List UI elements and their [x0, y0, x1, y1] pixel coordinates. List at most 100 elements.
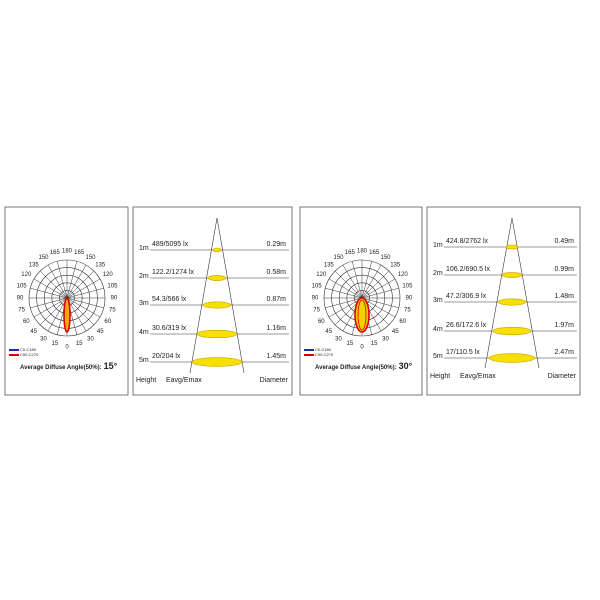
- beam-spot: [202, 301, 232, 309]
- height-label: 1m: [433, 242, 443, 249]
- angle-label: 180: [62, 249, 73, 255]
- light-lobe-inner: [357, 299, 367, 331]
- angle-label: 150: [380, 255, 391, 261]
- angle-label: 90: [312, 296, 319, 302]
- angle-label: 15: [346, 341, 353, 347]
- illuminance: 424.8/2762 lx: [446, 238, 489, 245]
- illuminance: 106.2/690.5 lx: [446, 266, 490, 273]
- legend-label: C90-C270: [315, 352, 334, 357]
- caption-text: Average Diffuse Angle(50%):: [20, 365, 102, 371]
- header: Eavg/Emax: [460, 373, 496, 380]
- illuminance: 20/204 lx: [152, 353, 181, 360]
- illuminance: 17/110.5 lx: [446, 349, 480, 356]
- angle-label: 135: [390, 262, 401, 268]
- diameter: 0.58m: [267, 269, 287, 276]
- angle-label: 30: [87, 336, 94, 342]
- illuminance: 30.6/319 lx: [152, 325, 187, 332]
- caption-angle: 15°: [104, 361, 118, 371]
- angle-label: 15: [76, 341, 83, 347]
- diameter: 1.48m: [555, 293, 575, 300]
- angle-label: 135: [29, 262, 40, 268]
- angle-label: 165: [50, 250, 61, 256]
- illuminance: 489/5095 lx: [152, 241, 189, 248]
- angle-label: 75: [404, 308, 411, 314]
- angle-label: 45: [392, 329, 399, 335]
- angle-label: 90: [111, 296, 118, 302]
- header: Height: [136, 377, 156, 384]
- angle-label: 30: [335, 336, 342, 342]
- light-lobe: [354, 297, 370, 333]
- cone-edge: [484, 217, 513, 369]
- diameter: 0.99m: [555, 266, 575, 273]
- angle-label: 90: [406, 296, 413, 302]
- diameter: 0.49m: [555, 238, 575, 245]
- angle-label: 30: [40, 336, 47, 342]
- caption-text: Average Diffuse Angle(50%):: [315, 365, 397, 371]
- illuminance: 26.6/172.6 lx: [446, 322, 487, 329]
- cone-edge: [189, 217, 218, 374]
- angle-label: 120: [398, 272, 409, 278]
- angle-label: 60: [23, 319, 30, 325]
- caption: Average Diffuse Angle(50%): 15°: [20, 361, 118, 371]
- angle-label: 60: [104, 319, 111, 325]
- height-label: 4m: [139, 329, 149, 336]
- caption-angle: 30°: [399, 361, 413, 371]
- angle-label: 30: [382, 336, 389, 342]
- height-label: 4m: [433, 326, 443, 333]
- legend-label: C0-C180: [315, 347, 332, 352]
- angle-label: 180: [357, 249, 368, 255]
- height-label: 3m: [433, 297, 443, 304]
- height-label: 2m: [139, 273, 149, 280]
- beam-spot: [497, 298, 527, 306]
- beam-spot: [207, 275, 227, 281]
- angle-label: 120: [316, 272, 327, 278]
- angle-label: 60: [399, 319, 406, 325]
- beam-spot: [212, 247, 222, 253]
- beam-spot: [505, 244, 519, 250]
- angle-label: 15: [51, 341, 58, 347]
- angle-label: 0: [360, 345, 364, 351]
- legend-label: C90-C270: [20, 352, 39, 357]
- light-lobe: [63, 297, 71, 333]
- angle-label: 135: [324, 262, 335, 268]
- angle-label: 105: [17, 283, 28, 289]
- angle-label: 120: [103, 272, 114, 278]
- angle-label: 0: [65, 345, 69, 351]
- diameter: 1.45m: [267, 353, 287, 360]
- illuminance: 122.2/1274 lx: [152, 269, 195, 276]
- angle-label: 15: [371, 341, 378, 347]
- height-label: 5m: [433, 353, 443, 360]
- diameter: 1.97m: [555, 322, 575, 329]
- diameter: 2.47m: [555, 349, 575, 356]
- angle-label: 135: [95, 262, 106, 268]
- angle-label: 45: [30, 329, 37, 335]
- header: Height: [430, 373, 450, 380]
- diameter: 0.87m: [267, 296, 287, 303]
- caption: Average Diffuse Angle(50%): 30°: [315, 361, 413, 371]
- beam-spot: [191, 357, 243, 367]
- angle-label: 75: [109, 308, 116, 314]
- angle-label: 150: [333, 255, 344, 261]
- cone-edge: [511, 217, 540, 369]
- height-label: 1m: [139, 245, 149, 252]
- height-label: 5m: [139, 357, 149, 364]
- diameter: 0.29m: [267, 241, 287, 248]
- legend-label: C0-C180: [20, 347, 37, 352]
- header: Eavg/Emax: [166, 377, 202, 384]
- beam-spot: [196, 329, 238, 339]
- beam-spot: [488, 353, 536, 363]
- angle-label: 105: [107, 283, 118, 289]
- angle-label: 150: [85, 255, 96, 261]
- header: Diameter: [260, 377, 289, 384]
- beam-spot: [501, 272, 523, 278]
- angle-label: 165: [74, 250, 85, 256]
- angle-label: 45: [325, 329, 332, 335]
- angle-label: 90: [17, 296, 24, 302]
- angle-label: 60: [318, 319, 325, 325]
- diameter: 1.16m: [267, 325, 287, 332]
- angle-label: 75: [18, 308, 25, 314]
- angle-label: 165: [345, 250, 356, 256]
- illuminance: 54.3/566 lx: [152, 296, 187, 303]
- angle-label: 105: [402, 283, 413, 289]
